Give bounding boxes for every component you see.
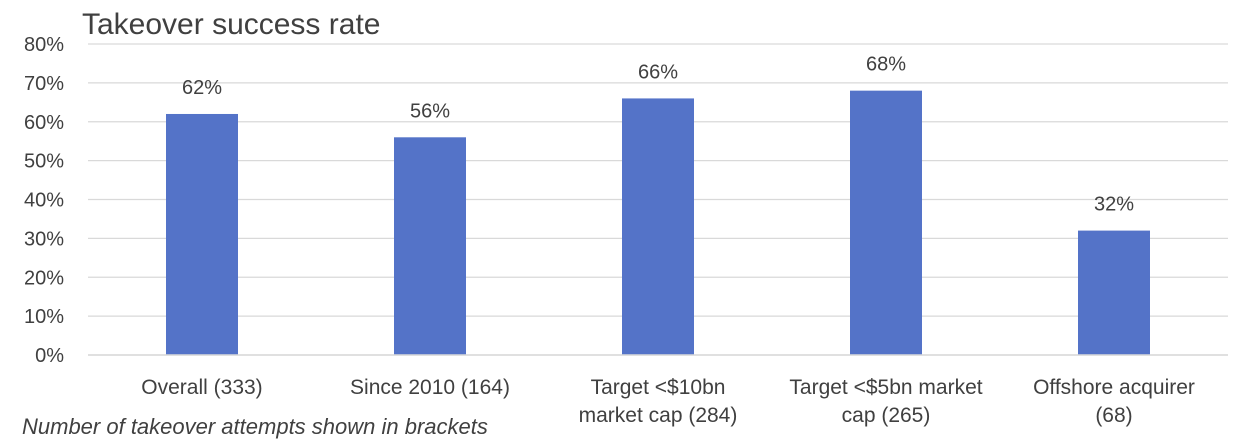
chart-footnote: Number of takeover attempts shown in bra… [22, 414, 488, 439]
data-label: 68% [866, 54, 906, 76]
bar [166, 113, 238, 355]
data-label: 32% [1094, 194, 1134, 216]
chart-title: Takeover success rate [82, 8, 381, 41]
y-tick-label: 70% [24, 73, 64, 95]
bar [1078, 230, 1150, 355]
data-label: 66% [638, 61, 678, 83]
x-tick-label: Target <$10bn market cap (284) [579, 376, 738, 427]
bar [850, 90, 922, 356]
y-tick-label: 20% [24, 267, 64, 289]
bar [622, 98, 694, 356]
y-tick-label: 30% [24, 228, 64, 250]
bar [394, 137, 466, 355]
x-tick-label: Overall (333) [141, 376, 262, 399]
data-label: 62% [182, 77, 222, 99]
y-tick-label: 80% [24, 34, 64, 56]
y-tick-label: 60% [24, 112, 64, 134]
y-tick-label: 50% [24, 151, 64, 173]
y-tick-label: 40% [24, 190, 64, 212]
y-tick-label: 0% [35, 345, 64, 367]
y-tick-label: 10% [24, 306, 64, 328]
x-tick-label: Since 2010 (164) [350, 376, 510, 399]
x-tick-label: Target <$5bn market cap (265) [789, 376, 982, 427]
x-tick-label: Offshore acquirer (68) [1033, 376, 1195, 427]
data-label: 56% [410, 100, 450, 122]
